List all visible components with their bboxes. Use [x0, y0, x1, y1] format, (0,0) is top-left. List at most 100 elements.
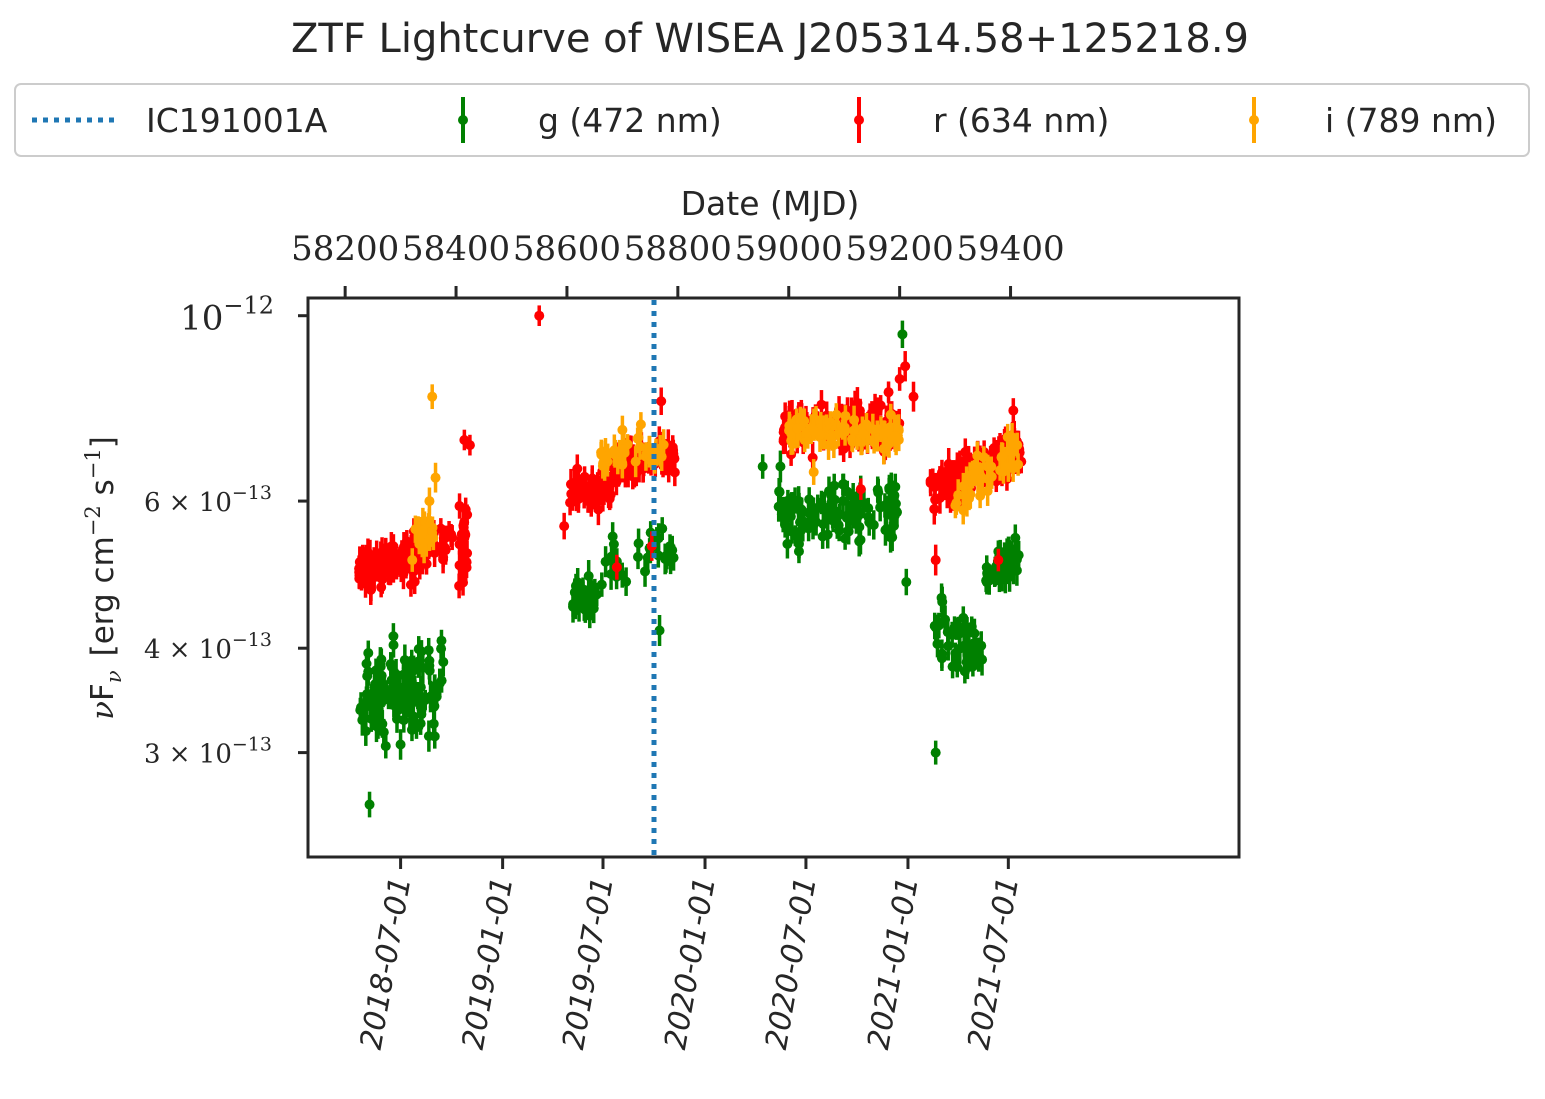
- data-point-r: [364, 550, 375, 561]
- bottom-x-tick-label: 2019-01-01: [456, 874, 521, 1052]
- data-point-g: [962, 661, 973, 672]
- data-point-g: [570, 601, 581, 612]
- data-point-g: [803, 507, 814, 518]
- data-point-g: [816, 497, 827, 508]
- bottom-x-tick-label: 2021-01-01: [861, 874, 926, 1052]
- data-point-g: [1013, 550, 1024, 561]
- data-point-g: [577, 591, 588, 602]
- bottom-x-tick-label: 2020-01-01: [658, 874, 723, 1052]
- data-point-g: [930, 747, 941, 758]
- data-point-r: [855, 484, 866, 495]
- data-point-i: [982, 486, 993, 497]
- data-point-g: [958, 612, 969, 623]
- chart-title: ZTF Lightcurve of WISEA J205314.58+12521…: [291, 16, 1249, 62]
- top-x-tick-label: 59400: [956, 229, 1064, 269]
- data-point-r: [1008, 405, 1019, 416]
- data-point-i: [419, 542, 430, 553]
- data-point-g: [936, 648, 947, 659]
- legend-entry-g: g (472 nm): [458, 97, 722, 143]
- data-point-r: [870, 403, 881, 414]
- data-point-g: [391, 678, 402, 689]
- data-point-g: [395, 739, 406, 750]
- data-point-g: [375, 657, 386, 668]
- data-point-i: [424, 534, 435, 545]
- y-label-exp2: −1: [81, 448, 105, 479]
- data-point-i: [808, 467, 819, 478]
- data-point-g: [838, 479, 849, 490]
- legend-vline-label: IC191001A: [146, 101, 328, 140]
- data-point-i: [656, 451, 667, 462]
- data-point-g: [780, 519, 791, 530]
- data-point-g: [885, 532, 896, 543]
- data-point-r: [993, 555, 1004, 566]
- data-point-g: [846, 500, 857, 511]
- bottom-x-tick-label: 2019-07-01: [556, 874, 621, 1052]
- data-point-r: [668, 448, 679, 459]
- data-point-i: [634, 441, 645, 452]
- bottom-x-tick-label: 2018-07-01: [354, 874, 419, 1052]
- top-x-tick-label: 59200: [846, 229, 954, 269]
- data-point-g: [383, 693, 394, 704]
- data-point-i: [972, 450, 983, 461]
- data-point-g: [591, 589, 602, 600]
- y-axis-label: νFν [erg cm−2 s−1]: [81, 436, 126, 720]
- bottom-x-tick-label: 2020-07-01: [759, 874, 824, 1052]
- legend-r-marker: [854, 115, 864, 125]
- data-point-g: [868, 519, 879, 530]
- data-point-r: [567, 490, 578, 501]
- data-point-i: [407, 555, 418, 566]
- data-point-r: [934, 492, 945, 503]
- legend-g-marker: [458, 115, 468, 125]
- data-point-g: [436, 643, 447, 654]
- series-r: [354, 305, 1027, 605]
- data-point-i: [997, 451, 1008, 462]
- data-point-i: [958, 481, 969, 492]
- data-point-i: [635, 419, 646, 430]
- data-point-r: [371, 560, 382, 571]
- data-point-r: [365, 584, 376, 595]
- data-point-r: [458, 520, 469, 531]
- bottom-x-tick-label: 2021-07-01: [961, 874, 1026, 1052]
- data-point-g: [1003, 541, 1014, 552]
- data-point-r: [663, 465, 674, 476]
- data-point-g: [428, 718, 439, 729]
- data-point-i: [831, 409, 842, 420]
- y-label-bracket-close: ]: [85, 436, 121, 448]
- data-point-g: [391, 713, 402, 724]
- top-x-tick-label: 58800: [624, 229, 732, 269]
- data-point-i: [1012, 440, 1023, 451]
- data-point-i: [430, 472, 441, 483]
- data-point-r: [461, 562, 472, 573]
- data-point-i: [823, 439, 834, 450]
- data-point-r: [940, 474, 951, 485]
- y-label-nu: ν: [85, 701, 121, 720]
- data-point-g: [416, 705, 427, 716]
- data-point-r: [908, 391, 919, 402]
- data-point-r: [386, 541, 397, 552]
- data-point-r: [579, 489, 590, 500]
- data-point-g: [959, 640, 970, 651]
- data-point-r: [854, 405, 865, 416]
- data-point-g: [872, 484, 883, 495]
- data-point-r: [930, 555, 941, 566]
- data-point-i: [839, 422, 850, 433]
- top-x-tick-label: 58200: [291, 229, 399, 269]
- data-point-r: [534, 310, 545, 321]
- data-point-g: [854, 536, 865, 547]
- data-point-g: [406, 655, 417, 666]
- data-point-g: [1010, 532, 1021, 543]
- data-point-i: [1005, 446, 1016, 457]
- data-point-i: [858, 429, 869, 440]
- data-point-g: [932, 638, 943, 649]
- data-point-r: [579, 471, 590, 482]
- data-point-i: [424, 496, 435, 507]
- data-point-i: [427, 391, 438, 402]
- data-point-g: [897, 329, 908, 340]
- top-x-tick-label: 58600: [513, 229, 621, 269]
- data-point-i: [630, 456, 641, 467]
- data-point-g: [817, 531, 828, 542]
- data-point-r: [384, 567, 395, 578]
- data-point-i: [986, 461, 997, 472]
- data-point-g: [423, 731, 434, 742]
- axis-ticks: 10−12 6 × 10−13 4 × 10−13 3 × 10−13 58200 584…: [144, 229, 1065, 1052]
